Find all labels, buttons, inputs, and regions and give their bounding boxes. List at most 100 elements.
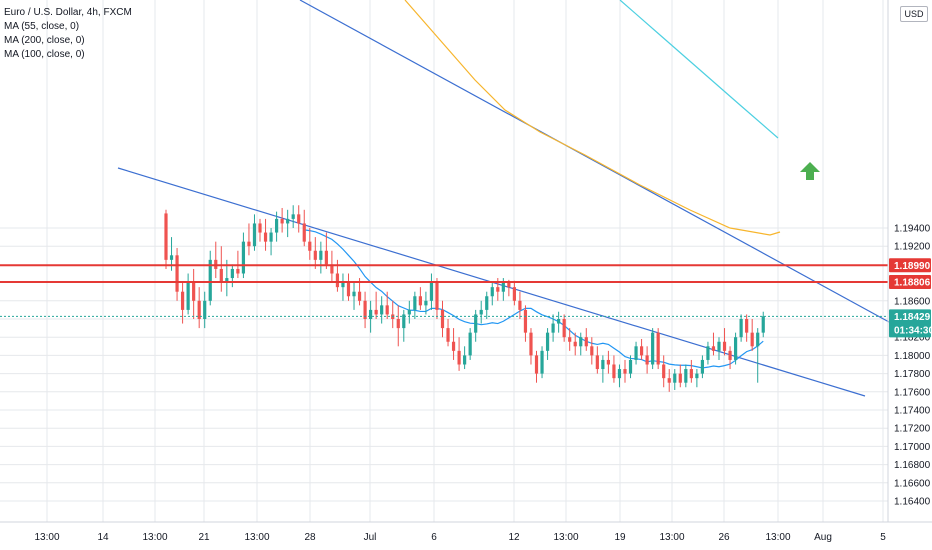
candle-body bbox=[175, 255, 179, 292]
candle-body bbox=[490, 287, 494, 297]
price-tick-label: 1.18600 bbox=[894, 296, 931, 307]
currency-button[interactable]: USD bbox=[900, 6, 928, 22]
candle-body bbox=[225, 278, 229, 283]
candle-body bbox=[374, 309, 378, 315]
candle-body bbox=[728, 350, 732, 360]
candle-body bbox=[756, 332, 760, 347]
candle-body bbox=[617, 369, 622, 379]
chart-grid bbox=[0, 0, 888, 522]
price-tick-label: 1.19200 bbox=[894, 242, 931, 253]
candle-body bbox=[413, 296, 417, 310]
price-tick-label: 1.18200 bbox=[894, 333, 931, 344]
candle-body bbox=[529, 332, 533, 356]
price-tag-bg bbox=[889, 309, 931, 338]
ma200-line bbox=[619, 0, 779, 139]
candle-body bbox=[523, 309, 528, 333]
candle-body bbox=[662, 364, 666, 379]
candle-body bbox=[164, 213, 168, 260]
candle-body bbox=[496, 287, 500, 292]
candle-body bbox=[219, 268, 223, 283]
candle-body bbox=[346, 282, 351, 297]
candle-body bbox=[733, 337, 738, 360]
trendlines bbox=[117, 0, 890, 397]
candle-body bbox=[601, 359, 605, 370]
time-tick-label: 26 bbox=[718, 532, 730, 543]
ma100-line bbox=[404, 0, 781, 236]
candle-body bbox=[241, 241, 246, 274]
price-tick-label: 1.17200 bbox=[894, 424, 931, 435]
candle-body bbox=[722, 341, 727, 351]
candle-body bbox=[501, 282, 505, 292]
candle-body bbox=[474, 314, 478, 333]
candle-body bbox=[739, 319, 743, 338]
candle-body bbox=[280, 218, 284, 224]
candle-body bbox=[540, 350, 544, 374]
ma200-legend[interactable]: MA (200, close, 0) bbox=[4, 35, 85, 46]
candle-body bbox=[695, 373, 699, 379]
time-tick-label: 14 bbox=[97, 532, 109, 543]
candle-body bbox=[512, 287, 516, 301]
candle-body bbox=[689, 369, 693, 379]
candle-body bbox=[263, 232, 268, 242]
ma100-legend[interactable]: MA (100, close, 0) bbox=[4, 49, 85, 60]
candle-body bbox=[761, 316, 765, 333]
candle-body bbox=[252, 223, 257, 247]
price-tick-label: 1.19400 bbox=[894, 224, 931, 235]
price-tick-label: 1.17800 bbox=[894, 369, 931, 380]
candle-body bbox=[440, 309, 445, 329]
time-axis[interactable]: 13:00 14 13:00 21 13:00 28 Jul 6 12 13:00 19 13:00 2… bbox=[0, 521, 932, 543]
candle-body bbox=[197, 300, 201, 319]
candle-body bbox=[518, 300, 522, 310]
candle-body bbox=[319, 250, 323, 260]
candle-body bbox=[656, 332, 660, 365]
price-tick-label: 1.16800 bbox=[894, 460, 931, 471]
candle-body bbox=[363, 300, 367, 319]
candle-body bbox=[186, 282, 190, 310]
candle-body bbox=[275, 218, 279, 233]
candle-body bbox=[700, 359, 705, 374]
candle-body bbox=[606, 359, 610, 365]
time-tick-label: 19 bbox=[614, 532, 626, 543]
candle-body bbox=[385, 305, 389, 315]
candle-body bbox=[369, 309, 373, 319]
price-tag-bg bbox=[889, 275, 931, 290]
candle-body bbox=[628, 359, 633, 374]
candle-body bbox=[380, 305, 384, 315]
candle-body bbox=[402, 314, 406, 329]
candle-body bbox=[479, 309, 483, 315]
price-tick-label: 1.18000 bbox=[894, 351, 931, 362]
price-tag-label: 1.18429 bbox=[894, 312, 931, 323]
candle-body bbox=[297, 214, 301, 224]
time-tick-label: 21 bbox=[198, 532, 210, 543]
candle-body bbox=[579, 337, 583, 347]
time-tick-label: 13:00 bbox=[553, 532, 578, 543]
price-tick-label: 1.17400 bbox=[894, 406, 931, 417]
candle-body bbox=[639, 346, 644, 356]
candle-body bbox=[308, 241, 312, 251]
time-tick-label: 28 bbox=[304, 532, 316, 543]
candle-body bbox=[468, 332, 472, 356]
price-axis[interactable]: 1.16400 1.16600 1.16800 1.17000 1.17200 1.174… bbox=[887, 0, 931, 522]
candle-body bbox=[446, 328, 450, 342]
countdown-label: 01:34:30 bbox=[894, 325, 932, 336]
upper-trendline bbox=[299, 0, 890, 323]
candle-body bbox=[684, 369, 688, 383]
candle-body bbox=[667, 378, 671, 383]
symbol-title[interactable]: Euro / U.S. Dollar, 4h, FXCM bbox=[4, 7, 132, 18]
ma55-legend[interactable]: MA (55, close, 0) bbox=[4, 21, 80, 32]
candle-body bbox=[590, 346, 594, 356]
time-tick-label: Jul bbox=[364, 532, 377, 543]
candle-body bbox=[291, 214, 295, 219]
candle-body bbox=[451, 341, 456, 351]
candle-body bbox=[551, 323, 555, 333]
moving-averages bbox=[304, 0, 781, 369]
candle-body bbox=[634, 346, 638, 360]
candle-body bbox=[568, 337, 572, 342]
chart-legend: Euro / U.S. Dollar, 4h, FXCM MA (55, clo… bbox=[4, 6, 132, 62]
candle-body bbox=[424, 300, 428, 306]
price-tick-label: 1.17600 bbox=[894, 387, 931, 398]
candle-body bbox=[357, 291, 362, 301]
up-arrow-icon bbox=[800, 162, 820, 180]
candle-body bbox=[208, 259, 212, 301]
